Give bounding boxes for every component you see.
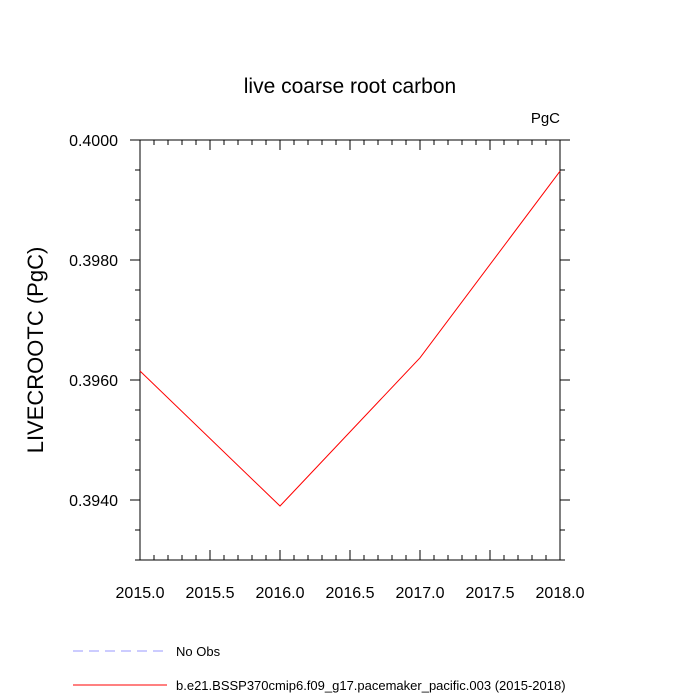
legend: No Obs b.e21.BSSP370cmip6.f09_g17.pacemak…: [73, 644, 566, 693]
y-tick-label: 0.3940: [69, 493, 118, 510]
legend-label: No Obs: [176, 644, 221, 659]
y-tick-label: 0.4000: [69, 133, 118, 150]
chart-title: live coarse root carbon: [244, 75, 456, 98]
y-tick-label: 0.3960: [69, 373, 118, 390]
x-tick-label: 2017.0: [396, 585, 445, 602]
legend-label: b.e21.BSSP370cmip6.f09_g17.pacemaker_pac…: [176, 678, 566, 693]
x-tick-label: 2016.5: [326, 585, 375, 602]
x-tick-labels: 2015.0 2015.5 2016.0 2016.5 2017.0 2017.5 2018…: [116, 585, 585, 602]
series-lines: [139, 170, 561, 507]
y-tick-labels: 0.3940 0.3960 0.3980 0.4000: [69, 133, 118, 510]
units-label: PgC: [531, 110, 560, 127]
x-tick-label: 2017.5: [466, 585, 515, 602]
plot-frame: [139, 139, 561, 561]
x-tick-label: 2016.0: [256, 585, 305, 602]
x-tick-label: 2015.0: [116, 585, 165, 602]
series-line-0: [139, 170, 561, 507]
x-tick-label: 2015.5: [186, 585, 235, 602]
x-tick-label: 2018.0: [536, 585, 585, 602]
y-axis-label: LIVECROOTC (PgC): [23, 247, 48, 454]
y-tick-label: 0.3980: [69, 253, 118, 270]
axis-ticks: [130, 139, 570, 561]
